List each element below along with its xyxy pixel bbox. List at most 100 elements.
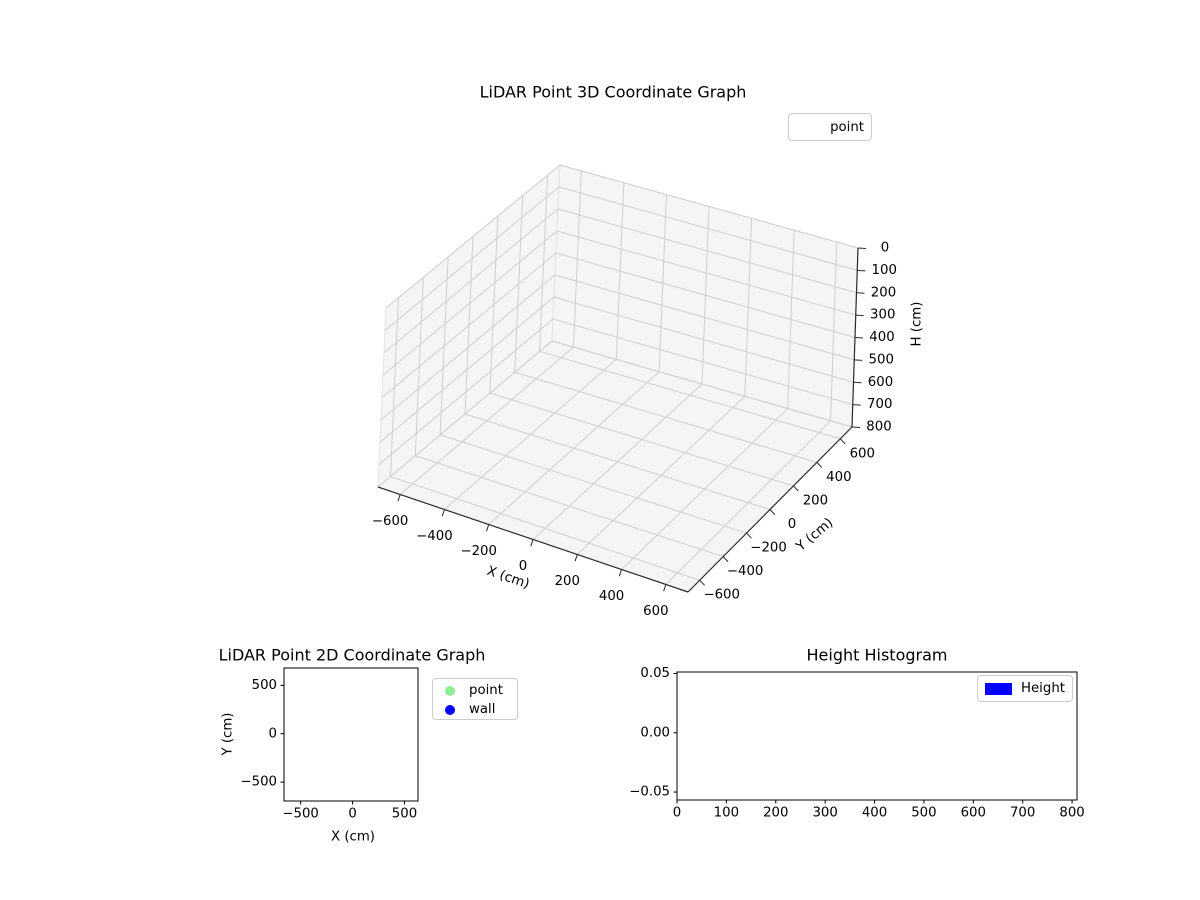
plot2d-legend: point wall — [432, 678, 518, 720]
plot3d-y-tick-label: −400 — [727, 564, 764, 579]
plot3d-x-tick-label: −600 — [372, 514, 409, 529]
plot3d-y-tick-label: 600 — [850, 446, 875, 461]
legend-label-wall: wall — [469, 702, 496, 717]
plot3d-grid — [559, 164, 859, 249]
histogram-title: Height Histogram — [806, 645, 948, 665]
legend-label-point: point — [469, 683, 503, 698]
plot3d-x-tick — [530, 539, 534, 547]
legend-marker-empty — [800, 122, 830, 132]
plot3d-z-tick — [852, 404, 861, 406]
plot3d-grid — [383, 208, 559, 354]
plot2d-x-axis-label: X (cm) — [331, 829, 375, 845]
plot3d-grid — [378, 318, 554, 466]
plot3d-grid — [557, 208, 857, 294]
plot3d-grid — [439, 434, 747, 534]
plot3d-z-tick-label: 0 — [881, 241, 889, 256]
plot3d-z-tick — [853, 381, 862, 384]
histogram-x-tick-label: 600 — [961, 806, 986, 821]
plot3d-x-tick — [618, 569, 623, 577]
plot3d-z-tick — [854, 337, 864, 339]
plot3d-x-tick-label: −400 — [416, 529, 453, 544]
plot3d-x-tick — [574, 554, 578, 562]
plot3d-grid — [381, 252, 557, 398]
plot3d-title: LiDAR Point 3D Coordinate Graph — [479, 82, 747, 102]
histogram-legend: Height — [977, 675, 1073, 702]
plot3d-z-tick-label: 600 — [868, 375, 893, 390]
histogram-x-tick-label: 200 — [763, 806, 788, 821]
plot3d-x-tick-label: 400 — [599, 589, 624, 604]
histogram-x-tick-label: 800 — [1059, 806, 1084, 821]
plot3d-y-tick — [699, 579, 705, 586]
plot3d-y-tick — [816, 462, 823, 468]
plot3d-grid — [384, 186, 560, 331]
plot3d-grid — [415, 455, 724, 558]
plot3d-y-tick-label: 400 — [826, 470, 851, 485]
histogram-y-tick-label: −0.05 — [629, 785, 670, 800]
histogram-x-tick-label: 400 — [862, 806, 887, 821]
legend-label-point: point — [830, 119, 864, 135]
histogram-frame — [676, 671, 1078, 801]
plot3d-grid — [558, 186, 858, 271]
plot3d-x-tick — [441, 509, 445, 517]
plot3d-y-tick — [722, 556, 729, 563]
plot3d-grid — [514, 371, 817, 463]
plot3d-z-tick — [857, 269, 866, 272]
legend-item-wall: wall — [433, 700, 517, 719]
legend-marker-height — [985, 682, 1012, 695]
histogram-y-tick-label: 0.00 — [640, 725, 670, 740]
plot3d-z-tick-label: 200 — [871, 285, 896, 300]
plot3d-grid — [553, 296, 854, 383]
plot3d-grid — [379, 296, 555, 443]
plot3d-z-tick-label: 800 — [866, 420, 891, 435]
plot3d-grid — [552, 318, 853, 406]
plot3d-grid — [556, 230, 856, 316]
plot2d-y-axis-label: Y (cm) — [220, 712, 236, 756]
legend-item-point: point — [433, 681, 517, 700]
plot3d-x-tick-label: 200 — [555, 574, 580, 589]
plot3d-grid — [554, 274, 855, 361]
plot3d-grid — [380, 274, 556, 421]
legend-marker-wall — [445, 704, 455, 715]
plot3d-z-tick-label: 500 — [869, 352, 894, 367]
plot3d-grid — [539, 350, 841, 440]
plot3d-grid — [382, 230, 558, 376]
legend-label-height: Height — [1021, 681, 1065, 696]
plot3d-x-tick-label: −200 — [460, 544, 497, 559]
plot3d-grid — [390, 476, 700, 581]
plot3d-z-tick-label: 300 — [870, 308, 895, 323]
histogram-x-tick-label: 0 — [673, 806, 681, 821]
plot3d-z-tick-label: 700 — [867, 397, 892, 412]
plot3d-y-tick-label: 0 — [788, 517, 796, 532]
histogram-x-tick-label: 300 — [812, 806, 837, 821]
plot3d-z-axis-label: H (cm) — [909, 301, 925, 347]
plot2d-x-tick-label: 0 — [348, 807, 356, 822]
plot3d-y-tick-label: −600 — [703, 588, 740, 603]
plot3d-x-tick — [663, 584, 667, 592]
plot3d-z-tick — [854, 359, 863, 361]
plot3d-y-tick-label: 200 — [803, 493, 828, 508]
plot3d-x-tick-label: 0 — [519, 559, 527, 574]
plot2d-frame — [283, 667, 419, 802]
plot2d-y-tick-label: 500 — [252, 678, 277, 693]
plot3d-grid — [385, 164, 561, 309]
plot3d-y-tick — [793, 485, 799, 492]
plot3d-z-tick — [856, 292, 865, 294]
legend-marker-point — [445, 685, 455, 696]
plot2d-x-tick-label: −500 — [282, 807, 319, 822]
histogram-x-tick-label: 100 — [714, 806, 739, 821]
plot2d-y-tick-label: 0 — [269, 726, 277, 741]
plot3d-y-tick-label: −200 — [750, 541, 787, 556]
plot3d-y-tick — [746, 532, 752, 539]
plot2d-x-tick-label: 500 — [392, 807, 417, 822]
plot2d-title: LiDAR Point 2D Coordinate Graph — [218, 645, 486, 665]
plot3d-grid — [489, 392, 794, 487]
plot3d-z-tick-label: 100 — [872, 263, 897, 278]
plot3d-legend: point — [788, 113, 872, 141]
histogram-y-tick-label: 0.05 — [640, 666, 670, 681]
plot3d-y-tick — [839, 438, 846, 445]
plot3d-grid — [464, 413, 771, 510]
histogram-x-tick-label: 700 — [1010, 806, 1035, 821]
plot3d-x-tick — [486, 524, 490, 532]
